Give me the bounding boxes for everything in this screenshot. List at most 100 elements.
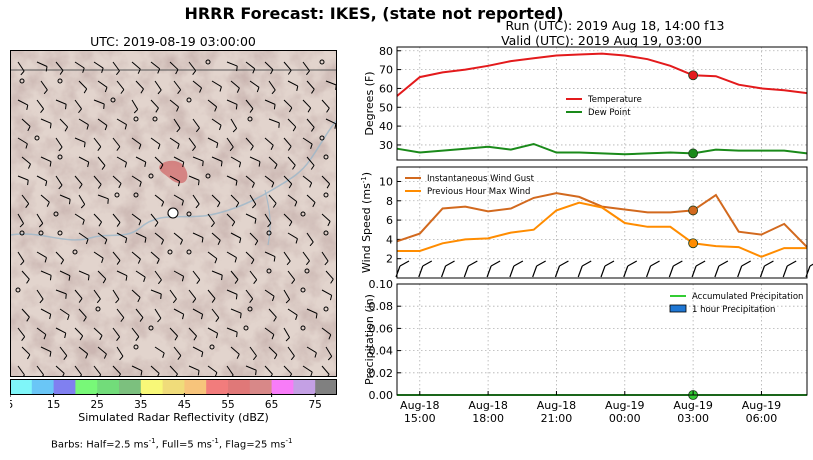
wind-barb <box>93 365 102 376</box>
wind-barb <box>150 99 159 109</box>
wind-barb <box>211 156 223 162</box>
wind-barb <box>135 308 144 318</box>
station-marker <box>167 207 179 219</box>
wind-barb-flag <box>67 314 70 321</box>
calm-circle <box>110 97 116 103</box>
wind-barb-flag <box>83 316 87 322</box>
wind-barb <box>192 308 203 315</box>
wind-barb <box>268 346 278 356</box>
wind-barb-flag <box>327 356 333 361</box>
wind-barb <box>264 365 273 375</box>
wind-barb <box>192 232 204 238</box>
colorbar-tick-label: 5 <box>10 399 13 411</box>
wind-barb <box>306 156 315 166</box>
wind-barb-flag <box>133 109 139 114</box>
wind-barb-flag <box>199 87 203 93</box>
colorbar-cell <box>119 379 142 395</box>
wind-barb <box>169 327 178 337</box>
wind-barb-flag <box>253 279 258 284</box>
colorbar-tick-label: 35 <box>134 399 147 411</box>
wind-barb <box>74 61 85 69</box>
y-tick-label: 0.00 <box>369 389 394 402</box>
wind-barb <box>249 270 258 281</box>
wind-barb-flag <box>295 238 298 244</box>
wind-barb-flag <box>21 336 26 342</box>
wind-barb <box>245 61 256 70</box>
wind-barb <box>623 265 629 278</box>
wind-barb <box>40 270 52 276</box>
wind-barb-flag <box>306 70 310 76</box>
colorbar-cell <box>293 379 316 395</box>
wind-barb <box>154 156 164 165</box>
wind-barb <box>230 118 238 129</box>
wind-barb <box>283 365 292 375</box>
wind-barb <box>192 80 202 89</box>
wind-barb <box>36 61 48 67</box>
wind-barb-flag <box>172 298 177 304</box>
x-tick-label: 21:00 <box>541 412 573 425</box>
wind-barb-flag <box>140 88 144 94</box>
wind-barb-flag <box>288 107 293 113</box>
wind-barb-flag <box>271 296 275 302</box>
wind-barb <box>97 270 107 280</box>
wind-barb <box>154 308 162 319</box>
wind-barb <box>188 175 200 181</box>
wind-barb <box>714 265 720 278</box>
calm-circle <box>205 59 211 65</box>
wind-barb <box>287 346 295 357</box>
wind-barb <box>93 327 103 336</box>
wind-barb <box>321 365 330 375</box>
wind-barb <box>131 61 141 70</box>
wind-barb-flag <box>197 370 200 376</box>
figure-suptitle: HRRR Forecast: IKES, (state not reported… <box>184 4 564 23</box>
wind-barb-flag <box>192 70 197 75</box>
wind-barb <box>78 80 88 90</box>
wind-barb <box>691 265 697 278</box>
wind-barb-flag <box>235 180 238 186</box>
wind-barb-flag <box>144 161 147 168</box>
wind-barb <box>93 289 101 300</box>
wind-barb <box>264 137 274 146</box>
wind-barb-flag <box>157 144 161 150</box>
calm-circle <box>72 249 78 255</box>
wind-barb <box>226 99 238 105</box>
wind-barb-flag <box>64 104 67 110</box>
wind-barb <box>211 80 222 88</box>
wind-barb <box>207 99 217 108</box>
wind-barb <box>226 365 234 376</box>
wind-barb <box>321 289 332 296</box>
wind-barb <box>55 327 66 334</box>
wind-barb-flag <box>202 161 204 167</box>
wind-barb <box>55 365 65 374</box>
wind-barb <box>112 289 120 300</box>
wind-barb <box>211 232 221 241</box>
wind-barb-flag <box>309 241 314 247</box>
wind-barb-flag <box>234 257 237 263</box>
wind-barb <box>97 156 106 166</box>
wind-barb <box>36 251 47 259</box>
wind-barb <box>302 365 313 373</box>
wind-barb <box>245 251 255 261</box>
wind-barb-flag <box>201 237 204 243</box>
wind-barb-flag <box>236 87 240 93</box>
wind-barb <box>173 308 184 315</box>
wind-barb-flag <box>120 317 125 322</box>
wind-barb-flag <box>254 240 259 246</box>
wind-barb <box>440 265 447 278</box>
wind-barb-flag <box>211 298 216 303</box>
chart-panel-2: 2 4 6 8 10 Wind Speed (ms-1) Instantaneous Win… <box>360 166 813 279</box>
wind-barb-flag <box>27 180 29 186</box>
legend-label: Previous Hour Max Wind <box>427 187 530 197</box>
wind-barb <box>283 61 292 71</box>
wind-barb <box>116 308 125 318</box>
y-tick-label: 2 <box>386 253 393 266</box>
wind-barb-flag <box>285 299 290 304</box>
wind-barb-flag <box>236 65 238 72</box>
wind-barb-flag <box>116 336 121 342</box>
wind-barb-flag <box>271 89 276 95</box>
colorbar-tick-label: 55 <box>221 399 234 411</box>
wind-barb-flag <box>125 275 128 281</box>
wind-barb-flag <box>627 260 638 267</box>
wind-barb-flag <box>193 335 197 341</box>
wind-barb-flag <box>809 263 813 267</box>
